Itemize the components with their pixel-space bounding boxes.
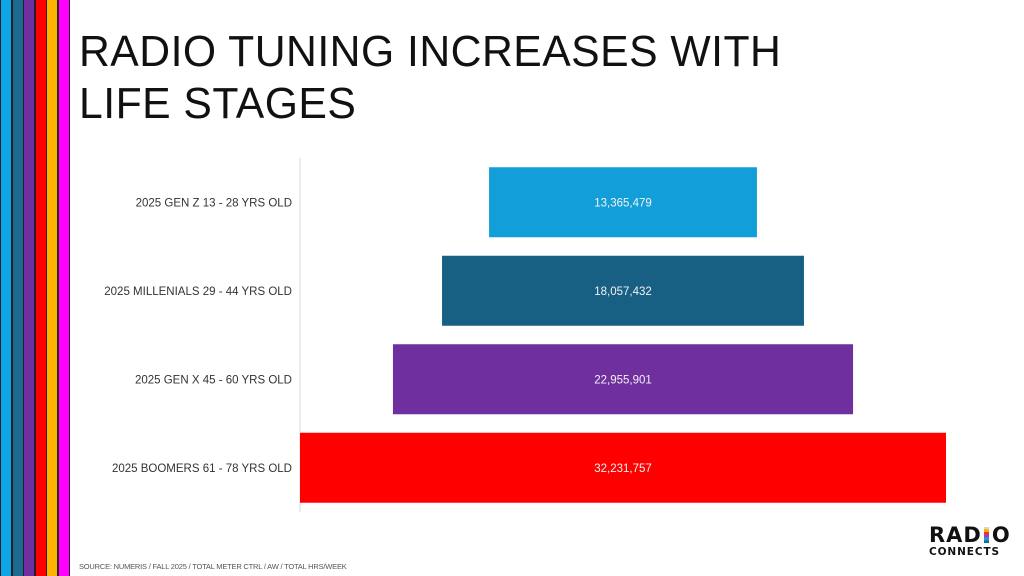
category-tick-label: 2025 GEN Z 13 - 28 YRS OLD xyxy=(136,197,292,209)
logo-text-o: O xyxy=(991,523,1011,547)
bar-value-label: 13,365,479 xyxy=(594,197,652,209)
bar-value-label: 18,057,432 xyxy=(594,286,652,298)
bars-group: 13,365,479 2025 GEN Z 13 - 28 YRS OLD 18,0… xyxy=(104,167,946,503)
logo-wordmark-connects: CONNECTS xyxy=(929,546,1001,558)
category-tick-label: 2025 MILLENIALS 29 - 44 YRS OLD xyxy=(104,286,292,298)
source-note: SOURCE: NUMERIS / FALL 2025 / TOTAL METE… xyxy=(79,562,347,571)
logo-text-rad: RAD xyxy=(929,523,982,547)
logo-wordmark-radio: RAD O xyxy=(929,524,1017,546)
slide-title: RADIO TUNING INCREASES WITH LIFE STAGES xyxy=(79,26,781,130)
bar xyxy=(392,344,854,415)
color-stripe xyxy=(57,0,70,576)
bar xyxy=(489,167,757,238)
logo-striped-i-icon xyxy=(983,527,989,543)
bar xyxy=(300,432,946,503)
radio-connects-logo: RAD O CONNECTS xyxy=(929,524,1017,558)
bar-value-label: 32,231,757 xyxy=(594,463,652,475)
category-tick-label: 2025 GEN X 45 - 60 YRS OLD xyxy=(135,374,292,386)
slide-title-line-2: LIFE STAGES xyxy=(79,79,357,128)
category-tick-label: 2025 BOOMERS 61 - 78 YRS OLD xyxy=(112,463,292,475)
slide-title-line-1: RADIO TUNING INCREASES WITH xyxy=(79,27,782,76)
bar xyxy=(442,255,804,326)
bar-value-label: 22,955,901 xyxy=(594,374,652,386)
